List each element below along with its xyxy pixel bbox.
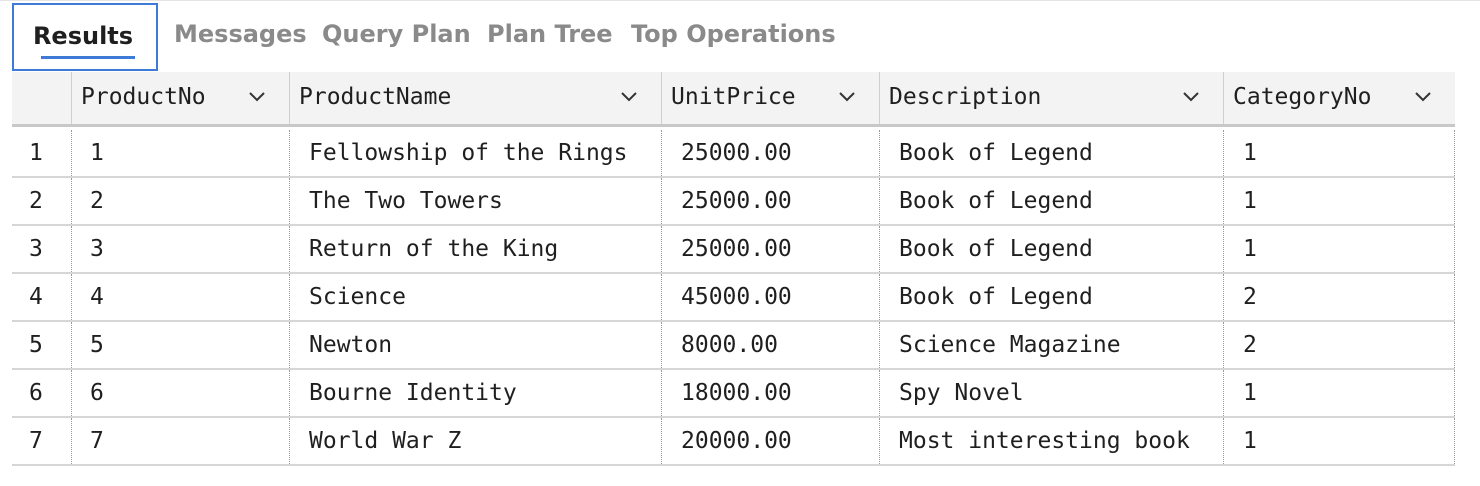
tab-plan-tree[interactable]: Plan Tree <box>487 3 613 69</box>
cell-productno[interactable]: 5 <box>71 322 289 368</box>
cell-productname[interactable]: World War Z <box>289 418 661 464</box>
grid-right-border <box>1454 418 1455 464</box>
cell-categoryno[interactable]: 2 <box>1223 274 1455 320</box>
table-row[interactable]: 6 6 Bourne Identity 18000.00 Spy Novel 1 <box>12 370 1455 418</box>
column-header-label: UnitPrice <box>671 84 796 110</box>
cell-productname[interactable]: Return of the King <box>289 226 661 272</box>
cell-productname[interactable]: Newton <box>289 322 661 368</box>
cell-productname[interactable]: The Two Towers <box>289 178 661 224</box>
cell-categoryno[interactable]: 2 <box>1223 322 1455 368</box>
tab-messages-label: Messages <box>174 20 307 48</box>
table-row[interactable]: 2 2 The Two Towers 25000.00 Book of Legend 1 <box>12 178 1455 226</box>
cell-productname[interactable]: Bourne Identity <box>289 370 661 416</box>
tab-messages[interactable]: Messages <box>174 3 307 69</box>
table-row[interactable]: 7 7 World War Z 20000.00 Most interesting bo… <box>12 418 1455 466</box>
tab-top-operations[interactable]: Top Operations <box>631 3 836 69</box>
cell-unitprice[interactable]: 8000.00 <box>661 322 879 368</box>
result-tabs: Results Messages Query Plan Plan Tree To… <box>0 0 1480 72</box>
cell-unitprice[interactable]: 45000.00 <box>661 274 879 320</box>
cell-description[interactable]: Book of Legend <box>879 178 1223 224</box>
cell-productname[interactable]: Science <box>289 274 661 320</box>
column-header-productno[interactable]: ProductNo <box>71 72 289 124</box>
cell-unitprice[interactable]: 18000.00 <box>661 370 879 416</box>
cell-categoryno[interactable]: 1 <box>1223 370 1455 416</box>
tab-top-operations-label: Top Operations <box>631 20 836 48</box>
table-row[interactable]: 3 3 Return of the King 25000.00 Book of Lege… <box>12 226 1455 274</box>
chevron-down-icon[interactable] <box>1414 88 1432 106</box>
cell-description[interactable]: Book of Legend <box>879 274 1223 320</box>
column-header-label: ProductNo <box>81 84 206 110</box>
row-number: 4 <box>29 284 43 310</box>
row-number: 3 <box>29 236 43 262</box>
cell-unitprice[interactable]: 25000.00 <box>661 130 879 176</box>
grid-header: ProductNo ProductName UnitPrice Descript… <box>12 72 1455 127</box>
tab-plan-tree-label: Plan Tree <box>487 20 613 48</box>
chevron-down-icon[interactable] <box>1182 88 1200 106</box>
grid-right-border <box>1454 178 1455 224</box>
column-header-unitprice[interactable]: UnitPrice <box>661 72 879 124</box>
grid-right-border <box>1454 226 1455 272</box>
column-header-productname[interactable]: ProductName <box>289 72 661 124</box>
row-number: 6 <box>29 380 43 406</box>
row-number: 2 <box>29 188 43 214</box>
grid-right-border <box>1454 130 1455 176</box>
column-header-description[interactable]: Description <box>879 72 1223 124</box>
cell-productno[interactable]: 1 <box>71 130 289 176</box>
cell-categoryno[interactable]: 1 <box>1223 178 1455 224</box>
tab-results-label: Results <box>32 22 134 50</box>
chevron-down-icon[interactable] <box>620 88 638 106</box>
column-header-label: Description <box>889 84 1042 110</box>
cell-description[interactable]: Most interesting book <box>879 418 1223 464</box>
cell-categoryno[interactable]: 1 <box>1223 130 1455 176</box>
cell-unitprice[interactable]: 25000.00 <box>661 178 879 224</box>
cell-productname[interactable]: Fellowship of the Rings <box>289 130 661 176</box>
cell-unitprice[interactable]: 25000.00 <box>661 226 879 272</box>
tab-results[interactable]: Results <box>12 3 158 71</box>
row-number: 5 <box>29 332 43 358</box>
cell-unitprice[interactable]: 20000.00 <box>661 418 879 464</box>
cell-description[interactable]: Spy Novel <box>879 370 1223 416</box>
table-row[interactable]: 4 4 Science 45000.00 Book of Legend 2 <box>12 274 1455 322</box>
column-header-label: ProductName <box>299 84 452 110</box>
table-row[interactable]: 1 1 Fellowship of the Rings 25000.00 Book of… <box>12 130 1455 178</box>
grid-right-border <box>1454 274 1455 320</box>
column-header-categoryno[interactable]: CategoryNo <box>1223 72 1455 124</box>
cell-categoryno[interactable]: 1 <box>1223 418 1455 464</box>
cell-description[interactable]: Science Magazine <box>879 322 1223 368</box>
row-number-header <box>12 72 71 124</box>
chevron-down-icon[interactable] <box>838 88 856 106</box>
grid-right-border <box>1454 322 1455 368</box>
table-row[interactable]: 5 5 Newton 8000.00 Science Magazine 2 <box>12 322 1455 370</box>
row-number: 7 <box>29 428 43 454</box>
cell-productno[interactable]: 2 <box>71 178 289 224</box>
tab-query-plan[interactable]: Query Plan <box>322 3 471 69</box>
top-divider <box>0 0 1480 1</box>
tab-query-plan-label: Query Plan <box>322 20 471 48</box>
column-header-label: CategoryNo <box>1233 84 1372 110</box>
chevron-down-icon[interactable] <box>248 88 266 106</box>
cell-productno[interactable]: 3 <box>71 226 289 272</box>
cell-description[interactable]: Book of Legend <box>879 226 1223 272</box>
cell-description[interactable]: Book of Legend <box>879 130 1223 176</box>
active-tab-indicator <box>41 56 135 59</box>
cell-productno[interactable]: 6 <box>71 370 289 416</box>
cell-categoryno[interactable]: 1 <box>1223 226 1455 272</box>
cell-productno[interactable]: 4 <box>71 274 289 320</box>
cell-productno[interactable]: 7 <box>71 418 289 464</box>
grid-right-border <box>1454 370 1455 416</box>
row-number: 1 <box>29 140 43 166</box>
